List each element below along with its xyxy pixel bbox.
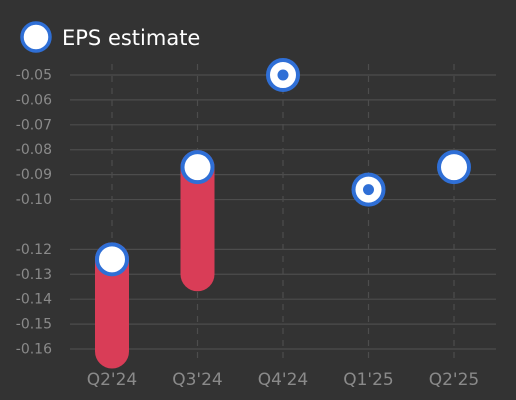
- actual-marker: [277, 69, 289, 81]
- y-tick-label: -0.06: [16, 92, 52, 108]
- y-tick-label: -0.08: [16, 142, 52, 158]
- y-tick-label: -0.09: [16, 167, 52, 183]
- y-tick-label: -0.15: [16, 317, 52, 333]
- y-tick-label: -0.16: [16, 342, 52, 358]
- legend-label: EPS estimate: [62, 26, 200, 50]
- grid: [70, 64, 496, 362]
- markers: [95, 58, 471, 277]
- x-tick-label: Q4'24: [258, 370, 309, 390]
- legend-marker-icon: [20, 21, 52, 53]
- x-tick-label: Q2'25: [429, 370, 480, 390]
- x-tick-label: Q3'24: [172, 370, 223, 390]
- y-tick-label: -0.10: [16, 192, 52, 208]
- x-tick-label: Q2'24: [87, 370, 138, 390]
- x-tick-label: Q1'25: [343, 370, 394, 390]
- estimate-marker: [180, 150, 215, 185]
- y-tick-label: -0.07: [16, 117, 52, 133]
- y-tick-label: -0.13: [16, 267, 52, 283]
- actual-marker: [363, 184, 374, 196]
- axes: -0.05 -0.06 -0.07 -0.08 -0.09 -0.10 -0.12 -0.13…: [16, 68, 479, 391]
- y-tick-label: -0.14: [16, 292, 52, 308]
- y-tick-label: -0.12: [16, 242, 52, 258]
- legend[interactable]: EPS estimate: [20, 21, 200, 53]
- y-tick-label: -0.05: [16, 68, 52, 84]
- estimate-marker: [437, 150, 471, 185]
- estimate-marker: [95, 242, 129, 277]
